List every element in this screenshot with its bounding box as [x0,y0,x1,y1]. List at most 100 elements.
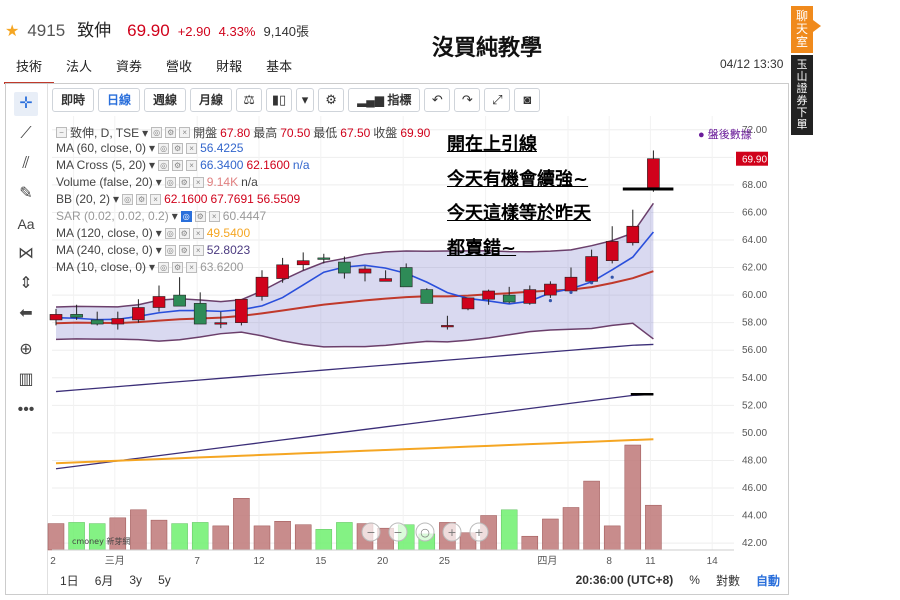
plot-background [52,116,734,550]
range-1d-button[interactable]: 1日 [60,573,79,588]
back-arrow-icon[interactable]: ⬅ [19,305,33,322]
tab-technical[interactable]: 技術 [4,53,55,84]
annotation-4: 都賣錯~ [447,238,517,259]
high-label: 最高 [253,126,278,140]
star-icon[interactable]: ★ [5,23,20,40]
volume-bar [562,507,580,551]
daily-button[interactable]: 日線 [98,88,141,112]
intraday-button[interactable]: 即時 [52,88,95,112]
candle-body [49,314,63,321]
x-tick-label: 四月 [537,555,557,567]
zoom-control-icon [415,522,435,542]
open-value: 67.80 [220,125,251,140]
percent-toggle[interactable]: % [689,573,700,587]
after-hours-data[interactable]: ● 盤後數據 [698,129,752,141]
brush-icon[interactable]: ✎ [19,185,33,202]
stock-name: 致伸 [77,21,112,40]
y-tick-label: 52.00 [742,400,767,411]
annotation-2: 今天有機會續強~ [447,169,589,190]
trade-volume: 9,140張 [263,24,310,39]
x-tick-label: 8 [606,556,612,567]
indicators-button[interactable]: ▂▄▆ 指標 [348,88,421,112]
ma240-line [55,393,654,470]
text-icon[interactable]: Aa [17,216,35,232]
log-toggle[interactable]: 對數 [715,573,740,588]
y-tick-label: 56.00 [742,345,767,356]
volume-bar [47,523,65,551]
ma120-line [55,438,654,465]
broker-order-tab[interactable]: 玉山證券下單 [791,55,813,135]
candle-body [235,298,248,323]
legend-ma10: MA (10, close, 0) ▾ ◎ ⚙ × 63.6200 [56,260,244,274]
volume-bar [253,525,271,551]
stock-code: 4915 [27,21,66,40]
y-tick-label: 60.00 [742,290,767,301]
macross-value-3: n/a [292,158,310,172]
tab-institutional[interactable]: 法人 [66,59,93,74]
trendline-icon[interactable]: ⟋ [20,125,32,142]
x-tick-label: 15 [315,556,327,567]
tab-financials[interactable]: 財報 [216,59,243,74]
high-value: 70.50 [280,125,311,140]
candle-body [193,303,207,325]
ma60-label: MA (60, close, 0) [56,141,147,155]
undo-icon[interactable]: ↶ [424,88,451,112]
chat-room-tab[interactable]: 聊天室 [791,6,821,53]
candle-body [523,289,537,304]
auto-toggle[interactable]: 自動 [755,573,780,588]
redo-icon[interactable]: ↷ [454,88,481,112]
pattern-icon[interactable]: ⋈ [18,245,34,262]
x-tick-label: 三月 [105,555,125,567]
macross-value-1: 66.3400 [200,158,244,172]
more-icon[interactable]: ••• [17,401,35,418]
y-tick-label: 42.00 [742,538,767,549]
candle-body [605,241,619,261]
zoom-icon[interactable]: ⊕ [19,341,33,358]
volume-value-2: n/a [241,175,258,189]
x-tick-label: 25 [439,556,451,567]
fullscreen-icon[interactable]: ⤢ [484,88,511,112]
gear-icon[interactable]: ⚙ [318,88,345,112]
clock-readout: 20:36:00 (UTC+8) [575,573,674,587]
range-5y-button[interactable]: 5y [158,573,171,587]
candle-body [585,256,598,282]
candle-body [482,290,495,300]
range-3y-button[interactable]: 3y [129,573,143,587]
candle-body [647,158,660,188]
price-chart[interactable]: 72.0070.0068.0066.0064.0062.0060.0058.00… [6,114,788,574]
chevron-down-icon[interactable]: ▾ [296,88,315,112]
fib-icon[interactable]: ⫽ [22,155,30,172]
legend-main: − 致伸, D, TSE ▾ ◎ ⚙ × 開盤 67.80 最高 70.50 最低 67.5… [56,124,430,141]
volume-bar [212,525,230,551]
open-label: 開盤 [193,126,218,140]
y-tick-label: 50.00 [742,428,767,439]
last-price-tag [736,151,768,166]
candle-body [461,297,475,310]
weekly-button[interactable]: 週線 [144,88,187,112]
compare-icon[interactable]: ⚖ [236,88,263,112]
annotation-3: 今天這樣等於昨天 [447,203,591,224]
candle-body [338,261,351,274]
y-tick-label: 48.00 [742,455,767,466]
range-6m-button[interactable]: 6月 [94,573,114,588]
tab-revenue[interactable]: 營收 [166,59,193,74]
candle-body [111,318,125,325]
x-tick-label: 11 [645,556,656,567]
zoom-control-icon [442,522,462,542]
x-tick-label: 2 [50,556,56,567]
volume-bar [542,518,559,551]
volume-bar [315,529,333,551]
crosshair-icon[interactable]: ✛ [14,92,38,116]
candle-type-icon[interactable]: ▮▯ [266,88,293,112]
measure-icon[interactable]: ⇕ [19,275,33,292]
camera-icon[interactable]: ◙ [514,88,541,112]
candle-body [358,268,372,274]
ruler-icon[interactable]: ▥ [18,371,34,388]
monthly-button[interactable]: 月線 [190,88,233,112]
bottom-bar: 1日 6月 3y 5y 20:36:00 (UTC+8) % 對數 自動 [52,569,788,591]
legend-ma60: MA (60, close, 0) ▾ ◎ ⚙ × 56.4225 [56,141,244,155]
candle-body [420,289,434,304]
legend-bb: BB (20, 2) ▾ ◎ ⚙ × 62.1600 67.7691 56.5509 [56,192,301,206]
tab-basic[interactable]: 基本 [266,59,293,74]
tab-margin[interactable]: 資券 [116,59,143,74]
